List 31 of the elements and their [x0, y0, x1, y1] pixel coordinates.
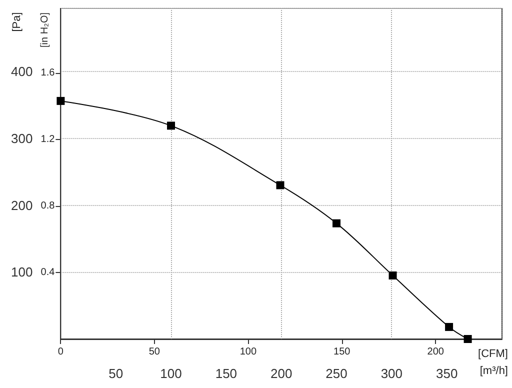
x2-tick-label: 50 — [148, 346, 160, 358]
point — [388, 271, 397, 280]
x-tick-label: 50 — [108, 366, 124, 381]
y-tick-label: 200 — [10, 198, 33, 213]
x-tick-label: 300 — [380, 366, 403, 381]
point — [56, 96, 65, 105]
x2-tick-label: 100 — [240, 346, 257, 358]
x-tick-label: 250 — [326, 366, 348, 381]
x2-axis-title: [CFM] — [478, 348, 508, 360]
point — [167, 122, 176, 130]
x-axis-title: [m³/h] — [480, 365, 508, 377]
y2-tick-label: 0.8 — [40, 200, 56, 212]
x-tick-label: 350 — [436, 366, 458, 381]
point — [332, 219, 341, 228]
x2-tick-label: 0 — [58, 346, 64, 358]
point — [276, 181, 284, 190]
y-axis-title: [Pa] — [11, 12, 23, 32]
x-tick-label: 100 — [160, 366, 182, 381]
y-tick-label: 100 — [10, 264, 33, 280]
x-tick-label: 150 — [215, 366, 238, 381]
y2-tick-label: 1.2 — [40, 134, 56, 145]
y2-tick-label: 0.4 — [40, 266, 56, 278]
y-tick-label: 400 — [10, 64, 33, 80]
point — [464, 335, 472, 343]
point — [445, 322, 454, 331]
y2-tick-label: 1.6 — [40, 67, 56, 78]
x-tick-label: 200 — [270, 366, 292, 381]
x2-tick-label: 150 — [334, 346, 351, 358]
y2-axis-title: [in H₂O] — [40, 12, 50, 48]
x2-tick-label: 200 — [427, 346, 444, 358]
y-tick-label: 300 — [10, 130, 33, 146]
